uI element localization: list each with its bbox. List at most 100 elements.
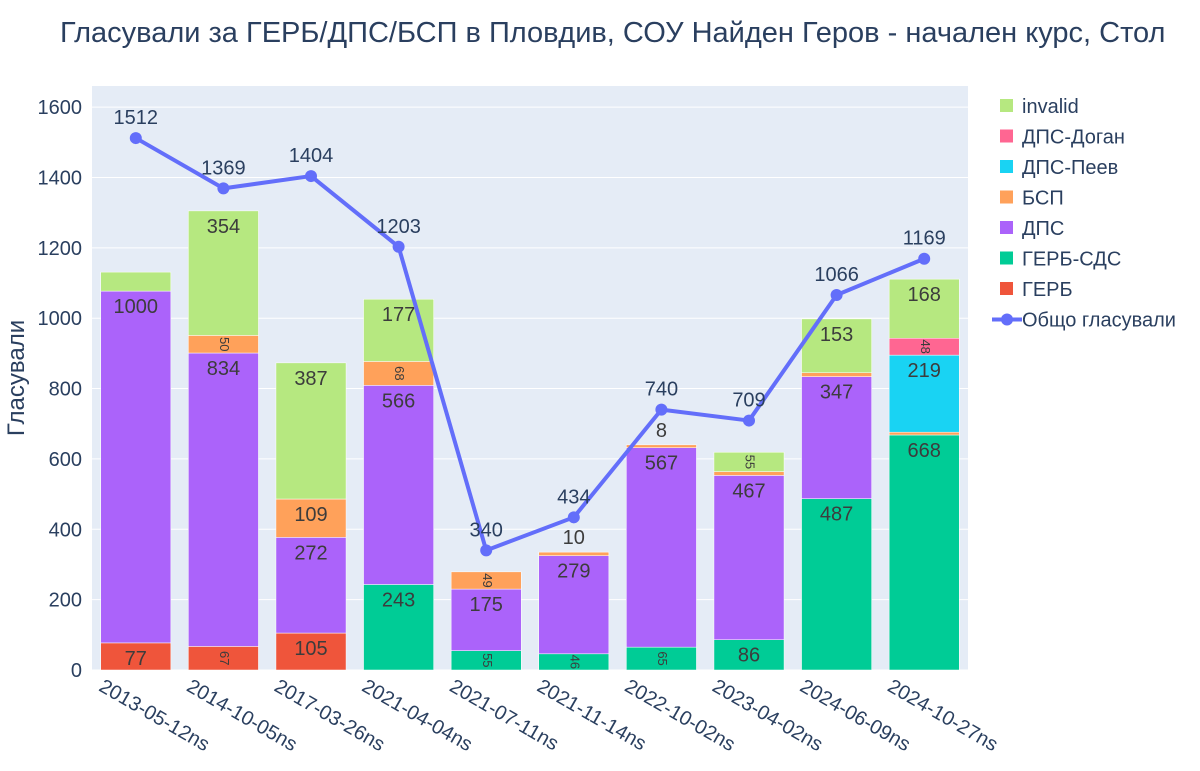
legend-swatch: [1000, 251, 1013, 265]
bar-segment: [626, 447, 697, 648]
bar-value-label: 109: [294, 504, 327, 526]
bar-value-label: 86: [738, 645, 760, 667]
bar-value-label: 279: [557, 561, 590, 583]
legend-label: ГЕРБ-СДС: [1022, 249, 1121, 271]
total-votes-label: 340: [470, 519, 503, 541]
legend-swatch: [1000, 282, 1013, 295]
bar-segment: [100, 290, 172, 644]
y-tick-label: 800: [49, 379, 82, 401]
y-tick-label: 0: [71, 660, 82, 682]
bar-segment: [538, 551, 610, 556]
total-votes-point: [655, 403, 668, 416]
bar-value-label: 834: [207, 358, 240, 380]
bar-value-label: 177: [382, 304, 415, 326]
y-tick-label: 1200: [38, 238, 83, 260]
total-votes-point: [567, 511, 580, 524]
bar-segment: [713, 451, 785, 472]
bar-segment: [713, 639, 785, 671]
y-axis-title: Гласували: [3, 320, 30, 436]
bar-segment: [100, 271, 172, 292]
total-votes-label: 1169: [903, 228, 946, 250]
bar-segment: [713, 471, 785, 476]
bar-segment: [888, 431, 960, 436]
total-votes-point: [918, 252, 931, 265]
bar-value-label: 566: [382, 390, 415, 412]
bar-segment: [363, 385, 434, 585]
legend-label: ГЕРБ: [1022, 279, 1073, 301]
bar-segment: [100, 642, 172, 671]
legend-swatch: [1000, 221, 1013, 234]
bar-segment: [801, 498, 872, 671]
total-votes-line: [134, 136, 925, 553]
bar-segment: [801, 376, 872, 499]
legend-label: Общо гласували: [1022, 310, 1176, 332]
total-votes-point: [305, 170, 317, 183]
total-votes-label: 709: [732, 390, 765, 412]
y-tick-label: 1400: [38, 167, 83, 189]
legend-label: ДПС-Доган: [1022, 127, 1125, 149]
total-votes-point: [129, 132, 142, 145]
legend-swatch: [1000, 129, 1013, 143]
bar-value-label: 68: [392, 366, 407, 380]
bar-segment: [888, 354, 960, 433]
bar-segment: [713, 475, 785, 640]
bar-value-label: 168: [908, 284, 941, 306]
bar-value-label: 487: [820, 504, 853, 526]
legend-marker: [1001, 313, 1013, 326]
y-tick-label: 600: [49, 449, 82, 471]
bar-segment: [275, 537, 347, 634]
bar-segment: [888, 278, 960, 339]
legend-label: БСП: [1022, 188, 1064, 210]
bar-value-label: 49: [480, 573, 495, 587]
bar-segment: [888, 434, 960, 671]
total-votes-point: [480, 544, 493, 557]
total-votes-label: 1512: [114, 107, 159, 129]
bar-value-label: 105: [294, 638, 327, 660]
y-tick-label: 200: [49, 590, 82, 612]
bar-value-label: 8: [656, 420, 667, 442]
bar-value-label: 668: [908, 440, 941, 462]
chart-title: Гласували за ГЕРБ/ДПС/БСП в Пловдив, СОУ…: [60, 17, 1165, 49]
bar-segment: [188, 352, 259, 647]
bar-value-label: 219: [908, 360, 941, 382]
bar-value-label: 354: [207, 216, 240, 238]
y-tick-label: 1000: [38, 308, 83, 330]
y-tick-label: 400: [49, 519, 82, 541]
bar-segment: [450, 571, 522, 590]
bar-value-label: 243: [382, 590, 415, 612]
bar-value-label: 55: [743, 455, 758, 469]
total-votes-label: 1066: [814, 264, 859, 286]
bar-value-label: 77: [125, 648, 147, 670]
bar-value-label: 1000: [114, 296, 159, 318]
bar-value-label: 272: [294, 542, 327, 564]
legend-label: invalid: [1022, 96, 1079, 118]
total-votes-label: 1404: [289, 145, 334, 167]
total-votes-point: [217, 182, 230, 195]
bar-value-label: 347: [820, 382, 853, 404]
bar-value-label: 175: [470, 594, 503, 616]
legend-swatch: [1000, 190, 1013, 204]
bar-segment: [275, 362, 347, 500]
bar-value-label: 65: [655, 651, 670, 665]
total-votes-label: 740: [645, 379, 678, 401]
bar-segment: [538, 555, 610, 655]
bar-value-label: 46: [567, 655, 582, 669]
total-votes-point: [392, 240, 405, 253]
bar-value-label: 10: [563, 527, 585, 549]
y-tick-label: 1600: [38, 97, 83, 119]
legend-label: ДПС-Пеев: [1022, 157, 1118, 179]
bar-value-label: 467: [732, 480, 765, 502]
bar-value-label: 67: [217, 651, 232, 665]
bar-segment: [363, 584, 434, 671]
total-votes-point: [830, 288, 843, 301]
bar-value-label: 48: [918, 339, 933, 353]
total-votes-point: [743, 414, 755, 427]
total-votes-label: 1369: [201, 157, 246, 179]
bar-value-label: 567: [645, 453, 678, 475]
bar-value-label: 55: [480, 653, 495, 667]
bar-segment: [801, 372, 872, 377]
legend-swatch: [1000, 160, 1013, 173]
bar-value-label: 50: [217, 337, 232, 351]
total-votes-label: 434: [557, 486, 590, 508]
